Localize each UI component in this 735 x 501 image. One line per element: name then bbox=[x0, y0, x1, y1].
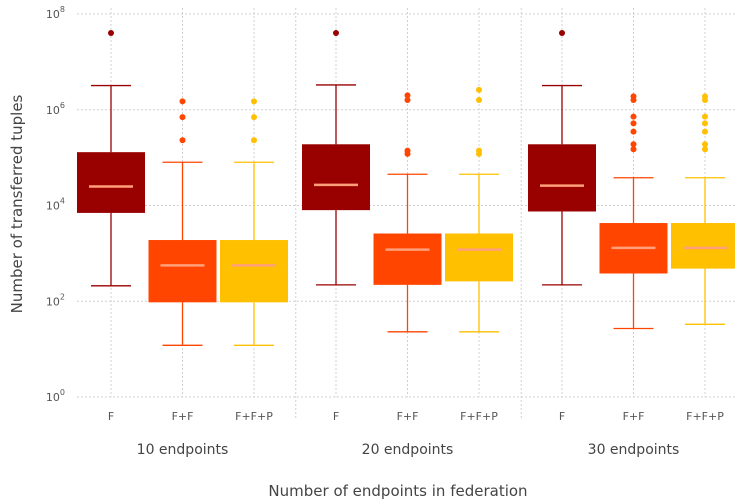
outlier-point bbox=[179, 114, 186, 121]
box-F bbox=[528, 144, 596, 212]
outlier-point bbox=[630, 93, 637, 100]
y-tick-label: 104 bbox=[46, 197, 65, 213]
outlier-point bbox=[702, 128, 708, 135]
box-F+F bbox=[148, 240, 217, 303]
x-tick-label: F bbox=[559, 410, 565, 423]
x-tick-label: F+F+P bbox=[460, 410, 498, 423]
box-F bbox=[302, 144, 370, 211]
outlier-point bbox=[559, 30, 565, 37]
x-tick-label: F bbox=[333, 410, 339, 423]
outlier-point bbox=[251, 137, 257, 144]
outlier-point bbox=[476, 96, 482, 103]
y-tick-label: 102 bbox=[46, 292, 65, 308]
axis-layer: 100 102 104 106 108 F F+F F+F+P 10 endpoints F F+F… bbox=[46, 5, 724, 458]
outlier-point bbox=[404, 147, 411, 154]
box-F+F bbox=[373, 233, 442, 285]
outlier-point bbox=[251, 114, 257, 121]
outlier-point bbox=[333, 30, 339, 37]
x-tick-label: F+F+P bbox=[235, 410, 273, 423]
y-axis-label: Number of transferred tuples bbox=[8, 94, 26, 313]
outlier-point bbox=[404, 92, 411, 99]
box-F+F+P bbox=[671, 223, 735, 269]
outlier-point bbox=[108, 30, 114, 37]
box-F+F+P bbox=[445, 233, 513, 282]
outlier-point bbox=[179, 98, 186, 105]
outlier-point bbox=[630, 141, 637, 148]
outlier-point bbox=[476, 86, 482, 93]
grid-layer bbox=[77, 8, 735, 420]
outlier-point bbox=[702, 141, 708, 148]
box-layer bbox=[77, 30, 735, 346]
box-F+F+P bbox=[220, 240, 288, 303]
outlier-point bbox=[702, 93, 708, 100]
outlier-point bbox=[702, 146, 708, 153]
outlier-point bbox=[179, 137, 186, 144]
outlier-point bbox=[630, 120, 637, 127]
x-tick-label: F+F bbox=[623, 410, 645, 423]
outlier-point bbox=[702, 120, 708, 127]
y-tick-label: 106 bbox=[46, 101, 65, 117]
outlier-point bbox=[702, 113, 708, 120]
outlier-point bbox=[404, 96, 411, 103]
box-F bbox=[77, 152, 145, 213]
outlier-point bbox=[630, 128, 637, 135]
x-tick-label: F+F bbox=[397, 410, 419, 423]
group-label: 10 endpoints bbox=[137, 442, 229, 458]
x-axis-label: Number of endpoints in federation bbox=[268, 482, 527, 500]
outlier-point bbox=[476, 147, 482, 154]
x-tick-label: F+F bbox=[172, 410, 194, 423]
outlier-point bbox=[251, 98, 257, 105]
outlier-point bbox=[630, 113, 637, 120]
group-label: 30 endpoints bbox=[588, 442, 680, 458]
y-tick-label: 100 bbox=[46, 388, 65, 404]
outlier-point bbox=[630, 146, 637, 153]
y-tick-label: 108 bbox=[46, 5, 65, 21]
x-tick-label: F+F+P bbox=[686, 410, 724, 423]
x-tick-label: F bbox=[108, 410, 114, 423]
group-label: 20 endpoints bbox=[362, 442, 454, 458]
